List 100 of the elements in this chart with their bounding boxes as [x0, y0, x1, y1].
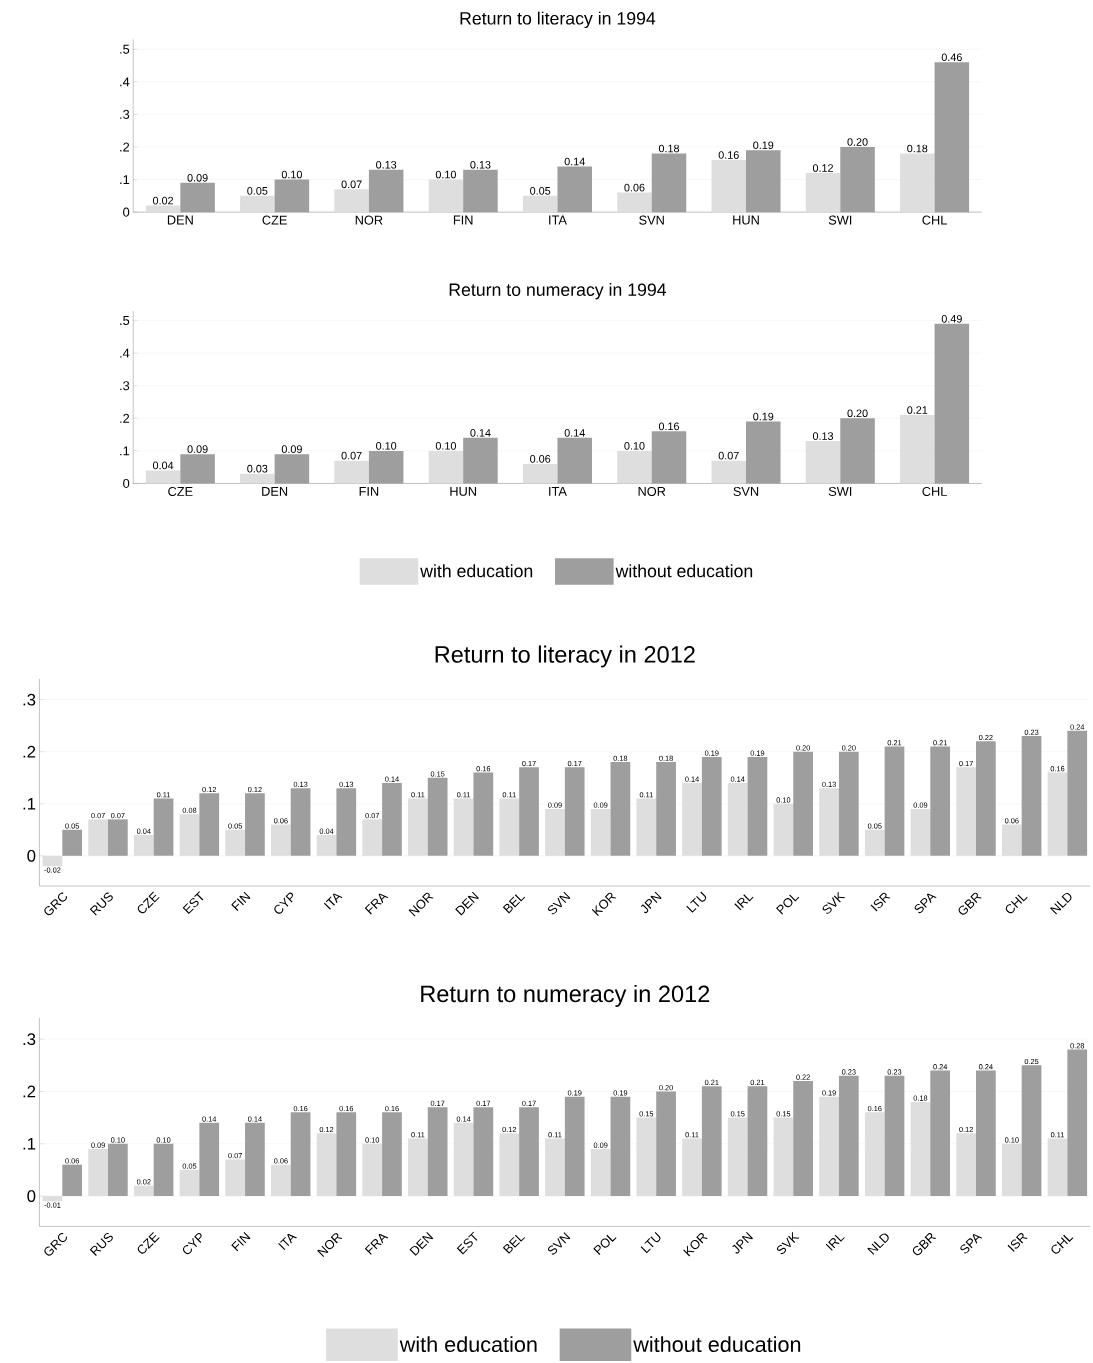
- bar: [956, 1133, 976, 1197]
- x-tick-label: FRA: [364, 1233, 389, 1255]
- y-tick-label: .5: [120, 44, 130, 54]
- data-label: 0.13: [812, 432, 833, 440]
- bar: [545, 808, 565, 856]
- bar: [701, 1086, 722, 1197]
- x-tick-label: ISR: [870, 892, 891, 912]
- bar: [910, 1101, 931, 1197]
- data-label: 0.16: [658, 422, 679, 431]
- bar: [473, 1107, 494, 1197]
- data-label: 0.12: [812, 164, 833, 172]
- data-label: 0.06: [624, 183, 645, 192]
- bar: [519, 1107, 539, 1197]
- bar: [316, 834, 337, 856]
- bar: [42, 1196, 63, 1202]
- bar: [934, 62, 970, 213]
- bar: [239, 195, 275, 213]
- bar: [133, 834, 154, 856]
- x-tick-label: ITA: [278, 1233, 297, 1251]
- y-tick-label: 0: [123, 478, 130, 488]
- data-label: 0.18: [658, 144, 679, 153]
- bar: [407, 1138, 428, 1197]
- bar: [727, 1117, 748, 1197]
- bar: [934, 323, 970, 484]
- data-label: 0.04: [152, 461, 174, 470]
- bar: [899, 415, 935, 484]
- y-tick-label: .2: [23, 745, 36, 758]
- bar: [1047, 1138, 1068, 1197]
- y-tick-label: .1: [23, 1138, 36, 1150]
- bar: [884, 1075, 905, 1197]
- x-tick-label: SPA: [914, 893, 937, 914]
- bar: [522, 463, 558, 484]
- bar: [557, 437, 592, 484]
- data-label: 0.18: [907, 144, 928, 153]
- bar: [610, 1096, 631, 1197]
- bar: [682, 782, 702, 856]
- bar: [1047, 772, 1068, 856]
- bar: [499, 1133, 520, 1197]
- bar: [519, 767, 539, 856]
- data-label: 0.10: [375, 442, 397, 450]
- y-tick-label: .5: [120, 316, 130, 326]
- legend-label: with education: [399, 1336, 537, 1353]
- bar: [656, 1091, 676, 1197]
- legend-label: without education: [615, 564, 753, 578]
- x-tick-label: FRA: [364, 893, 389, 915]
- bar: [244, 793, 265, 856]
- bar: [62, 829, 82, 856]
- bar: [651, 431, 687, 484]
- bar: [1021, 736, 1042, 856]
- bar: [368, 450, 404, 484]
- bar: [545, 1138, 565, 1197]
- x-tick-label: IRL: [734, 894, 754, 911]
- bar: [180, 454, 215, 484]
- legend-label: with education: [420, 564, 533, 578]
- x-tick-label: CZE: [262, 215, 287, 225]
- x-tick-label: SVN: [639, 215, 664, 225]
- data-label: 0.20: [847, 409, 868, 418]
- bar: [636, 1117, 657, 1197]
- bar: [180, 182, 215, 213]
- bar: [838, 751, 859, 856]
- bar: [407, 798, 428, 856]
- bar: [711, 460, 746, 484]
- y-tick-label: .1: [120, 446, 130, 456]
- y-tick-label: .1: [23, 798, 36, 810]
- bar: [557, 166, 592, 213]
- bar: [153, 798, 174, 856]
- bar: [745, 421, 781, 484]
- data-label: 0.03: [247, 464, 268, 473]
- data-label: 0.05: [529, 187, 551, 195]
- chart-title: Return to literacy in 1994: [460, 11, 656, 29]
- x-tick-label: CHL: [922, 215, 947, 225]
- x-tick-label: NOR: [355, 215, 383, 225]
- bar: [819, 1096, 839, 1197]
- bar: [564, 1096, 585, 1197]
- x-tick-label: ITA: [549, 215, 567, 225]
- data-label: 0.19: [753, 141, 774, 150]
- y-tick-label: .4: [120, 77, 130, 87]
- x-tick-label: POL: [593, 1234, 617, 1255]
- x-tick-label: LTU: [640, 1232, 661, 1254]
- x-tick-label: CHL: [1005, 894, 1028, 914]
- y-tick-label: .1: [120, 175, 130, 184]
- bar: [368, 169, 404, 213]
- data-label: 0.10: [624, 442, 645, 450]
- data-label: 0.16: [718, 151, 739, 159]
- bar: [956, 767, 976, 856]
- y-tick-label: .3: [23, 693, 36, 706]
- bar: [88, 1148, 108, 1197]
- bar: [316, 1133, 337, 1197]
- data-label: 0.14: [470, 429, 491, 437]
- data-label: 0.13: [470, 160, 491, 169]
- x-tick-label: POL: [775, 894, 800, 915]
- bar: [701, 756, 722, 856]
- x-tick-label: SWI: [828, 486, 852, 496]
- bar: [745, 150, 781, 213]
- x-tick-label: CHL: [922, 486, 947, 496]
- bar: [62, 1164, 82, 1197]
- bar: [362, 1143, 383, 1197]
- bar: [975, 741, 996, 856]
- data-label: 0.10: [435, 442, 456, 450]
- data-label: 0.07: [341, 180, 362, 189]
